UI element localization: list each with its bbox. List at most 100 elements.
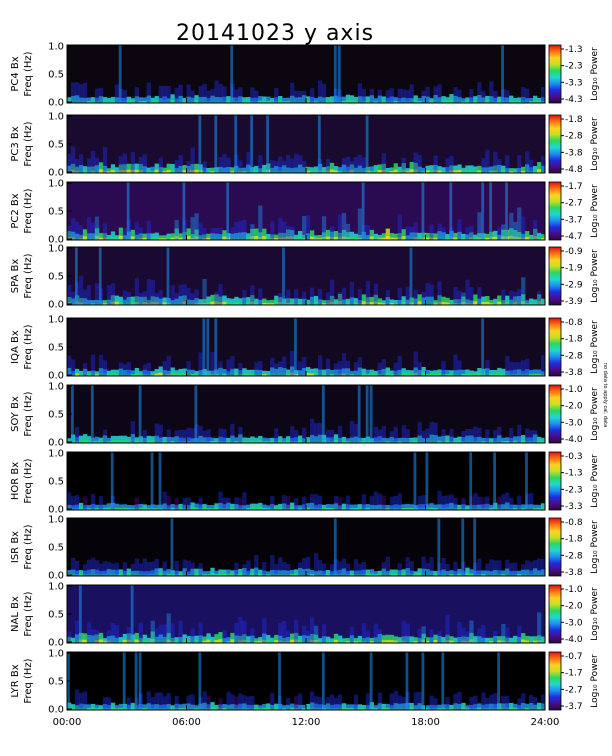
y-tick-label: 0.0 [48, 705, 64, 716]
x-tick-label: 00:00 [53, 717, 82, 728]
y-tick-label: 1.0 [48, 382, 64, 393]
y-tick-label: 1.0 [48, 112, 64, 123]
spectrogram-texture [67, 182, 545, 240]
chart-title: 20141023 y axis [176, 21, 374, 46]
colorbar-tick-label: -3.8 [565, 368, 583, 378]
colorbar-tick-label: -4.0 [565, 635, 583, 645]
colorbar [548, 384, 562, 444]
spectrogram-texture [67, 452, 545, 510]
spectrogram-background [67, 318, 545, 376]
colorbar-tick-label: -3.3 [565, 502, 583, 512]
station-label: IQA Bx [10, 330, 21, 364]
spectrogram-texture [67, 247, 545, 305]
colorbar-tick-label: -0.9 [565, 247, 583, 257]
colorbar-tick-label: -0.8 [565, 518, 583, 528]
x-tick-label: 24:00 [531, 717, 560, 728]
colorbar [548, 651, 562, 711]
y-tick-label: 0.0 [48, 505, 64, 516]
spectrogram-background [67, 247, 545, 305]
colorbar-tick-label: -2.8 [565, 551, 583, 561]
spectrogram-background [67, 385, 545, 443]
colorbar-tick-label: -0.8 [565, 318, 583, 328]
colorbar-tick-label: -4.8 [565, 165, 583, 175]
y-tick-label: 0.5 [48, 70, 64, 81]
x-axis: 00:00 06:00 12:00 18:00 24:00 [53, 717, 560, 728]
spectrogram-texture [67, 318, 545, 376]
spectrogram-background [67, 45, 545, 103]
panel-soy: 0.0 0.5 1.0 SOY Bx Freq (Hz) -1.0 -2.0 -3.0 -4.0… [10, 382, 600, 449]
colorbar-tick-label: -2.3 [565, 62, 583, 72]
station-label: PC4 Bx [10, 56, 21, 91]
colorbar-tick-label: -4.3 [565, 95, 583, 105]
panel-pc2: 0.0 0.5 1.0 PC2 Bx Freq (Hz) -1.7 -2.7 -3.7 -4.7… [10, 179, 600, 246]
freq-axis-label: Freq (Hz) [23, 121, 34, 166]
colorbar-label: Log₁₀ Power [590, 587, 600, 641]
spectrogram-background [67, 652, 545, 710]
y-tick-label: 0.0 [48, 638, 64, 649]
y-tick-label: 1.0 [48, 515, 64, 526]
y-tick-label: 0.0 [48, 571, 64, 582]
colorbar-tick-label: -2.8 [565, 351, 583, 361]
colorbar-label: Log₁₀ Power [590, 454, 600, 508]
y-tick-label: 0.5 [48, 207, 64, 218]
colorbar [548, 246, 562, 306]
freq-axis-label: Freq (Hz) [23, 324, 34, 369]
freq-axis-label: Freq (Hz) [23, 253, 34, 298]
colorbar-label: Log₁₀ Power [590, 184, 600, 238]
colorbar-label: Log₁₀ Power [590, 117, 600, 171]
colorbar-tick-label: -2.8 [565, 132, 583, 142]
panel-pc3: 0.0 0.5 1.0 PC3 Bx Freq (Hz) -1.8 -2.8 -3.8 -4.8… [10, 112, 600, 179]
panel-hor: 0.0 0.5 1.0 HOR Bx Freq (Hz) -0.3 -1.3 -2.3 -3.3… [10, 449, 600, 516]
spectrogram-texture [67, 115, 545, 173]
panel-iqa: 0.0 0.5 1.0 IQA Bx Freq (Hz) -0.8 -1.8 -2.8 -3.8… [10, 315, 600, 382]
y-tick-label: 0.5 [48, 543, 64, 554]
colorbar [548, 114, 562, 174]
colorbar-tick-label: -2.0 [565, 402, 583, 412]
colorbar [548, 181, 562, 241]
panel-spa: 0.0 0.5 1.0 SPA Bx Freq (Hz) -0.9 -1.9 -2.9 -3.9… [10, 244, 600, 311]
freq-axis-label: Freq (Hz) [23, 391, 34, 436]
colorbar-tick-label: -3.3 [565, 78, 583, 88]
spectrogram-texture [67, 585, 545, 643]
y-tick-label: 1.0 [48, 244, 64, 255]
colorbar-label: Log₁₀ Power [590, 387, 600, 441]
y-tick-label: 0.5 [48, 272, 64, 283]
colorbar-tick-label: -3.8 [565, 148, 583, 158]
colorbar-label: Log₁₀ Power [590, 320, 600, 374]
colorbar-tick-label: -4.7 [565, 232, 583, 242]
station-label: PC2 Bx [10, 193, 21, 228]
station-label: SPA Bx [10, 259, 21, 294]
x-tick-label: 12:00 [292, 717, 321, 728]
spectrogram-texture [67, 385, 545, 443]
station-label: SOY Bx [10, 396, 21, 432]
colorbar-tick-label: -1.0 [565, 385, 583, 395]
y-tick-label: 0.5 [48, 610, 64, 621]
freq-axis-label: Freq (Hz) [23, 458, 34, 503]
colorbar-tick-label: -1.8 [565, 115, 583, 125]
colorbar-tick-label: -1.0 [565, 585, 583, 595]
colorbar-tick-label: -2.9 [565, 280, 583, 290]
colorbar-tick-label: -3.8 [565, 568, 583, 578]
freq-axis-label: Freq (Hz) [23, 524, 34, 569]
x-tick-label: 18:00 [411, 717, 440, 728]
colorbar-tick-label: -3.9 [565, 297, 583, 307]
panel-nal: 0.0 0.5 1.0 NAL Bx Freq (Hz) -1.0 -2.0 -3.0 -4.0… [10, 582, 600, 649]
spectrogram-background [67, 452, 545, 510]
panel-isr: 0.0 0.5 1.0 ISR Bx Freq (Hz) -0.8 -1.8 -2.8 -3.8… [10, 515, 600, 582]
colorbar-tick-label: -1.3 [565, 469, 583, 479]
colorbar-tick-label: -1.9 [565, 264, 583, 274]
freq-axis-label: Freq (Hz) [23, 658, 34, 703]
calibration-note: no data to apply cal. data [602, 363, 608, 427]
panel-lyr: 0.0 0.5 1.0 LYR Bx Freq (Hz) -0.7 -1.7 -2.7 -3.7… [10, 649, 600, 716]
spectrogram-background [67, 518, 545, 576]
colorbar-label: Log₁₀ Power [590, 520, 600, 574]
colorbar [548, 44, 562, 104]
y-tick-label: 0.0 [48, 235, 64, 246]
spectrogram-texture [67, 45, 545, 103]
y-tick-label: 0.0 [48, 300, 64, 311]
colorbar-tick-label: -1.7 [565, 669, 583, 679]
colorbar-tick-label: -0.7 [565, 652, 583, 662]
colorbar [548, 584, 562, 644]
freq-axis-label: Freq (Hz) [23, 188, 34, 233]
colorbar-tick-label: -1.8 [565, 535, 583, 545]
